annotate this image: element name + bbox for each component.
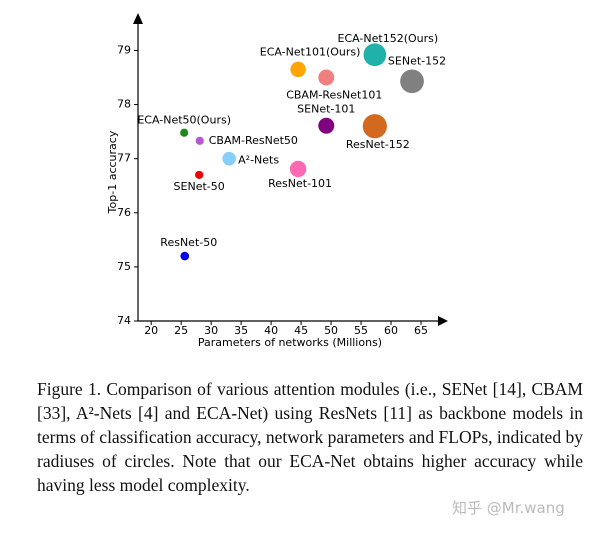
point-label: SENet-152 [388, 54, 446, 67]
point-label: ResNet-152 [346, 138, 410, 151]
bubble [195, 136, 204, 145]
y-tick-label: 78 [117, 98, 131, 111]
chart: Parameters of networks (Millions) Top-1 … [106, 13, 448, 349]
x-tick-label: 30 [204, 324, 218, 337]
x-tick-label: 40 [264, 324, 278, 337]
x-tick-label: 35 [234, 324, 248, 337]
y-axis-label: Top-1 accuracy [106, 130, 119, 214]
x-tick-label: 45 [294, 324, 308, 337]
bubble [180, 251, 190, 261]
bubble [222, 151, 236, 166]
bubble [362, 114, 387, 139]
point-label: ResNet-101 [268, 177, 332, 190]
x-tick-label: 25 [174, 324, 188, 337]
bubble [400, 69, 424, 94]
y-axis-arrow [133, 13, 143, 24]
bubble [318, 117, 335, 134]
bubble [290, 61, 306, 78]
point-label: A²-Nets [238, 154, 279, 167]
point-label: ResNet-50 [160, 236, 217, 249]
x-tick-label: 20 [144, 324, 158, 337]
x-tick-label: 65 [414, 324, 428, 337]
y-tick-label: 74 [117, 314, 131, 327]
x-axis-arrow [438, 316, 448, 326]
x-tick-label: 50 [324, 324, 338, 337]
bubble [363, 43, 387, 67]
point-label: ECA-Net101(Ours) [260, 45, 361, 58]
x-tick-label: 60 [384, 324, 398, 337]
x-tick-label: 55 [354, 324, 368, 337]
y-tick-label: 75 [117, 260, 131, 273]
bubble [195, 170, 204, 180]
bubble [180, 128, 189, 137]
point-label: SENet-101 [297, 103, 355, 116]
point-label: SENet-50 [174, 180, 225, 193]
point-label: CBAM-ResNet101 [286, 89, 382, 102]
bubble [289, 160, 307, 178]
bubble [318, 69, 335, 86]
y-tick-label: 76 [117, 206, 131, 219]
caption: Figure 1. Comparison of various attentio… [37, 379, 583, 495]
watermark: 知乎 @Mr.wang [452, 499, 565, 517]
x-axis-label: Parameters of networks (Millions) [198, 336, 382, 349]
point-label: ECA-Net152(Ours) [338, 32, 439, 45]
y-tick-label: 77 [117, 152, 131, 165]
point-label: ECA-Net50(Ours) [137, 114, 231, 127]
point-label: CBAM-ResNet50 [209, 134, 298, 147]
y-tick-label: 79 [117, 43, 131, 56]
